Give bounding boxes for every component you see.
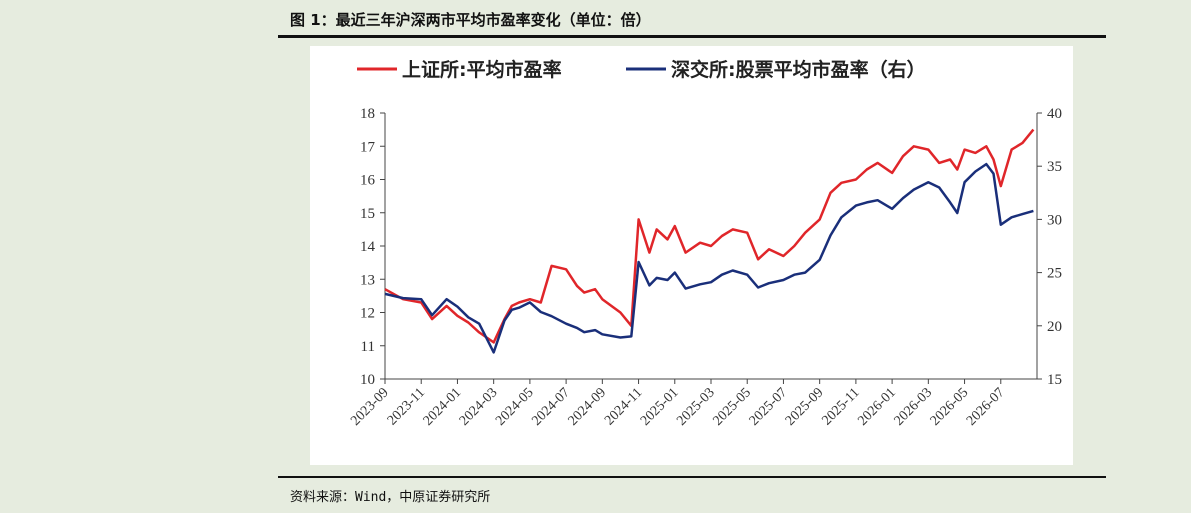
series-line-right: [384, 162, 1034, 354]
y-tick-label-left: 11: [361, 339, 375, 355]
x-tick-label: 2026-03: [892, 385, 936, 429]
y-tick-label-left: 17: [360, 139, 376, 155]
x-tick-label: 2024-07: [529, 385, 573, 429]
y-tick-label-left: 13: [360, 272, 375, 288]
x-ticks: 2023-092023-112024-012024-032024-052024-…: [348, 379, 1008, 429]
legend-label-left: 上证所:平均市盈率: [402, 58, 562, 81]
x-tick-label: 2024-11: [602, 385, 645, 428]
x-tick-label: 2026-07: [964, 385, 1008, 429]
x-tick-label: 2025-07: [747, 385, 791, 429]
y-ticks-right: 15 20 25 30 35 40: [1037, 106, 1062, 388]
y-tick-label-left: 12: [360, 306, 375, 322]
y-tick-label-left: 16: [360, 173, 376, 189]
x-tick-label: 2025-01: [638, 385, 682, 429]
y-tick-label-right: 40: [1047, 106, 1062, 122]
y-ticks-left: 10 11 12 13 14 15 16 17 18: [360, 106, 385, 388]
y-tick-label-right: 30: [1047, 212, 1062, 228]
series-line-left: [384, 128, 1035, 344]
x-tick-label: 2024-05: [493, 385, 537, 429]
x-tick-label: 2025-11: [819, 385, 862, 428]
y-tick-label-right: 25: [1047, 266, 1062, 282]
y-tick-label-left: 15: [360, 206, 375, 222]
x-tick-label: 2024-03: [457, 385, 501, 429]
x-tick-label: 2024-09: [566, 385, 610, 429]
y-tick-label-right: 20: [1047, 319, 1062, 335]
source-note: 资料来源：Wind，中原证券研究所: [290, 490, 491, 505]
x-tick-label: 2025-05: [710, 385, 754, 429]
y-tick-label-right: 35: [1047, 159, 1062, 175]
line-chart: 上证所:平均市盈率 深交所:股票平均市盈率（右） 101112131415161…: [348, 58, 1062, 429]
legend: 上证所:平均市盈率 深交所:股票平均市盈率（右）: [357, 58, 926, 81]
y-tick-label-left: 14: [360, 239, 376, 255]
figure-title: 图 1：最近三年沪深两市平均市盈率变化（单位：倍）: [290, 11, 651, 29]
x-tick-label: 2023-11: [385, 385, 428, 428]
series-layer: [384, 128, 1035, 354]
y-tick-label-left: 18: [360, 106, 375, 122]
x-tick-label: 2023-09: [348, 385, 392, 429]
y-tick-label-left: 10: [360, 372, 375, 388]
x-tick-label: 2026-05: [928, 385, 972, 429]
x-tick-label: 2026-01: [855, 385, 899, 429]
x-tick-label: 2025-09: [783, 385, 827, 429]
legend-label-right: 深交所:股票平均市盈率（右）: [671, 58, 926, 81]
top-rule: [278, 35, 1106, 38]
bottom-rule: [278, 476, 1106, 478]
x-tick-label: 2024-01: [421, 385, 465, 429]
x-tick-label: 2025-03: [674, 385, 718, 429]
chart-panel: 上证所:平均市盈率 深交所:股票平均市盈率（右） 10 11 12 13 14 15 16 1…: [310, 46, 1073, 465]
y-tick-label-right: 15: [1047, 372, 1062, 388]
